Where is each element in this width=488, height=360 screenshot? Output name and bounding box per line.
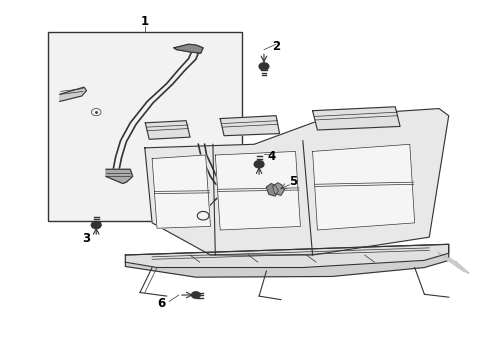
- Polygon shape: [125, 244, 448, 277]
- Polygon shape: [438, 253, 467, 273]
- Text: 4: 4: [266, 150, 275, 163]
- Text: 6: 6: [158, 297, 165, 310]
- Circle shape: [254, 161, 264, 168]
- Polygon shape: [174, 44, 203, 53]
- Polygon shape: [60, 87, 86, 102]
- Polygon shape: [152, 155, 210, 228]
- Polygon shape: [220, 116, 279, 136]
- Circle shape: [259, 63, 268, 70]
- Circle shape: [191, 292, 200, 298]
- Polygon shape: [145, 121, 190, 139]
- Polygon shape: [312, 107, 399, 130]
- Polygon shape: [106, 169, 132, 184]
- Polygon shape: [125, 244, 448, 267]
- Text: 5: 5: [288, 175, 297, 188]
- Polygon shape: [272, 183, 284, 195]
- Polygon shape: [312, 144, 414, 230]
- Text: 3: 3: [82, 233, 90, 246]
- Polygon shape: [144, 109, 448, 255]
- Text: 2: 2: [271, 40, 280, 53]
- Text: 1: 1: [141, 14, 148, 27]
- Polygon shape: [215, 152, 300, 230]
- Circle shape: [91, 221, 101, 229]
- Polygon shape: [266, 184, 278, 196]
- Bar: [47, 32, 242, 221]
